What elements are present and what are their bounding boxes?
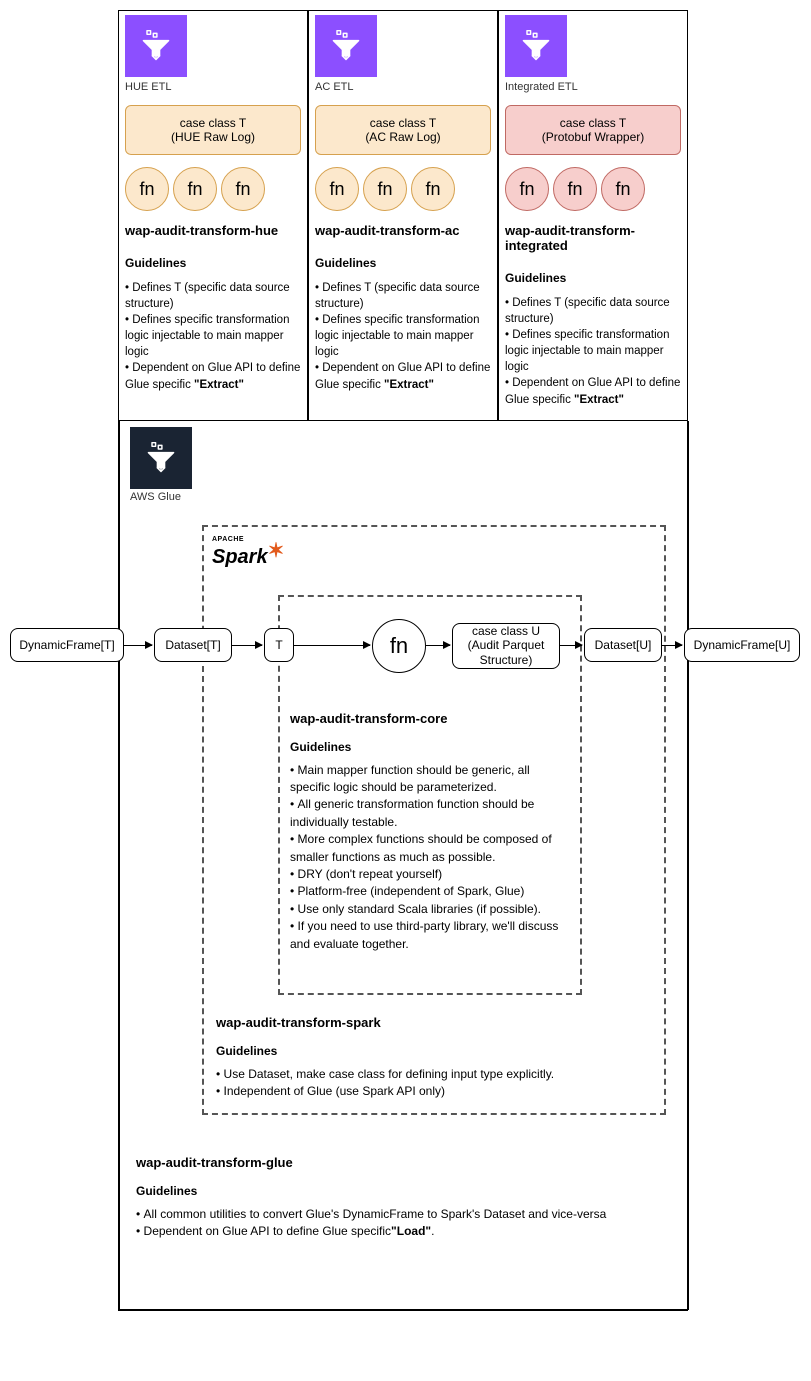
glue-module-title: wap-audit-transform-glue (136, 1155, 676, 1170)
fn-row: fnfnfn (125, 167, 301, 211)
glue-guidelines-list: All common utilities to convert Glue's D… (136, 1206, 676, 1241)
fn-row: fnfnfn (315, 167, 491, 211)
arrow-4 (426, 645, 450, 646)
guideline-item: Dependent on Glue API to define Glue spe… (315, 360, 491, 392)
arrow-2 (232, 645, 262, 646)
node-dynamicframe-u: DynamicFrame[U] (684, 628, 800, 662)
glue-header: AWS Glue (120, 427, 688, 503)
arrow-6 (662, 645, 682, 646)
guideline-item: Defines specific transformation logic in… (315, 312, 491, 360)
node-dataset-u: Dataset[U] (584, 628, 662, 662)
core-guidelines-list: Main mapper function should be generic, … (290, 762, 570, 953)
guideline-item: Defines T (specific data source structur… (315, 280, 491, 312)
arrow-5 (560, 645, 582, 646)
guideline-item: Defines T (specific data source structur… (125, 280, 301, 312)
guidelines-list: Defines T (specific data source structur… (315, 280, 491, 393)
core-module-title: wap-audit-transform-core (290, 711, 570, 726)
guideline-item: Main mapper function should be generic, … (290, 762, 570, 797)
etl-icon-label: HUE ETL (125, 81, 301, 93)
etl-icon (505, 15, 567, 77)
guideline-item: All generic transformation function shou… (290, 796, 570, 831)
etl-icon (125, 15, 187, 77)
guideline-item: Platform-free (independent of Spark, Glu… (290, 883, 570, 900)
etl-column-2: Integrated ETL case class T(Protobuf Wrap… (498, 11, 687, 421)
arrow-3 (294, 645, 370, 646)
etl-column-0: HUE ETLcase class T(HUE Raw Log)fnfnfnwa… (119, 11, 308, 421)
guideline-item: DRY (don't repeat yourself) (290, 866, 570, 883)
fn-circle: fn (601, 167, 645, 211)
case-class-box: case class T(HUE Raw Log) (125, 105, 301, 155)
core-guidelines-title: Guidelines (290, 740, 570, 754)
etl-columns-row: HUE ETLcase class T(HUE Raw Log)fnfnfnwa… (119, 11, 687, 421)
guideline-item: Defines specific transformation logic in… (125, 312, 301, 360)
aws-glue-label: AWS Glue (130, 491, 688, 503)
guideline-item: Use only standard Scala libraries (if po… (290, 901, 570, 918)
module-title: wap-audit-transform-integrated (505, 223, 681, 253)
spark-guidelines-list: Use Dataset, make case class for definin… (216, 1066, 646, 1101)
fn-circle: fn (125, 167, 169, 211)
spark-guidelines-title: Guidelines (216, 1044, 646, 1058)
guidelines-list: Defines T (specific data source structur… (125, 280, 301, 393)
node-dynamicframe-t: DynamicFrame[T] (10, 628, 124, 662)
guideline-item: Defines T (specific data source structur… (505, 295, 681, 327)
node-fn: fn (372, 619, 426, 673)
guideline-item: Defines specific transformation logic in… (505, 327, 681, 375)
fn-circle: fn (173, 167, 217, 211)
guideline-item: Independent of Glue (use Spark API only) (216, 1083, 646, 1100)
guideline-item: Dependent on Glue API to define Glue spe… (136, 1223, 676, 1240)
glue-guidelines-title: Guidelines (136, 1184, 676, 1198)
bottom-section: AWS Glue APACHE Spark✶ DynamicFrame[T] D… (119, 421, 689, 1310)
fn-circle: fn (505, 167, 549, 211)
etl-icon-label: Integrated ETL (505, 81, 681, 93)
spark-module-title: wap-audit-transform-spark (216, 1015, 646, 1030)
guidelines-title: Guidelines (505, 271, 681, 285)
guidelines-list: Defines T (specific data source structur… (505, 295, 681, 408)
case-class-box: case class T(Protobuf Wrapper) (505, 105, 681, 155)
etl-column-1: AC ETLcase class T(AC Raw Log)fnfnfnwap-… (308, 11, 498, 421)
fn-row: fnfnfn (505, 167, 681, 211)
case-class-box: case class T(AC Raw Log) (315, 105, 491, 155)
guideline-item: All common utilities to convert Glue's D… (136, 1206, 676, 1223)
aws-glue-icon (130, 427, 192, 489)
guideline-item: Dependent on Glue API to define Glue spe… (505, 375, 681, 407)
arrow-1 (124, 645, 152, 646)
fn-circle: fn (411, 167, 455, 211)
guideline-item: If you need to use third-party library, … (290, 918, 570, 953)
diagram-area: APACHE Spark✶ DynamicFrame[T] Dataset[T]… (2, 515, 808, 1295)
fn-circle: fn (363, 167, 407, 211)
etl-icon-label: AC ETL (315, 81, 491, 93)
guidelines-title: Guidelines (125, 256, 301, 270)
fn-circle: fn (553, 167, 597, 211)
outer-container: HUE ETLcase class T(HUE Raw Log)fnfnfnwa… (118, 10, 688, 1311)
node-dataset-t: Dataset[T] (154, 628, 232, 662)
etl-icon (315, 15, 377, 77)
module-title: wap-audit-transform-ac (315, 223, 491, 238)
spark-text-block: wap-audit-transform-spark Guidelines Use… (216, 1015, 646, 1101)
guidelines-title: Guidelines (315, 256, 491, 270)
fn-circle: fn (221, 167, 265, 211)
node-case-class-u: case class U(Audit ParquetStructure) (452, 623, 560, 669)
guideline-item: Dependent on Glue API to define Glue spe… (125, 360, 301, 392)
guideline-item: Use Dataset, make case class for definin… (216, 1066, 646, 1083)
fn-circle: fn (315, 167, 359, 211)
spark-logo: APACHE Spark✶ (212, 533, 284, 569)
node-t: T (264, 628, 294, 662)
guideline-item: More complex functions should be compose… (290, 831, 570, 866)
module-title: wap-audit-transform-hue (125, 223, 301, 238)
glue-text-block: wap-audit-transform-glue Guidelines All … (136, 1155, 676, 1241)
core-text-block: wap-audit-transform-core Guidelines Main… (290, 711, 570, 953)
